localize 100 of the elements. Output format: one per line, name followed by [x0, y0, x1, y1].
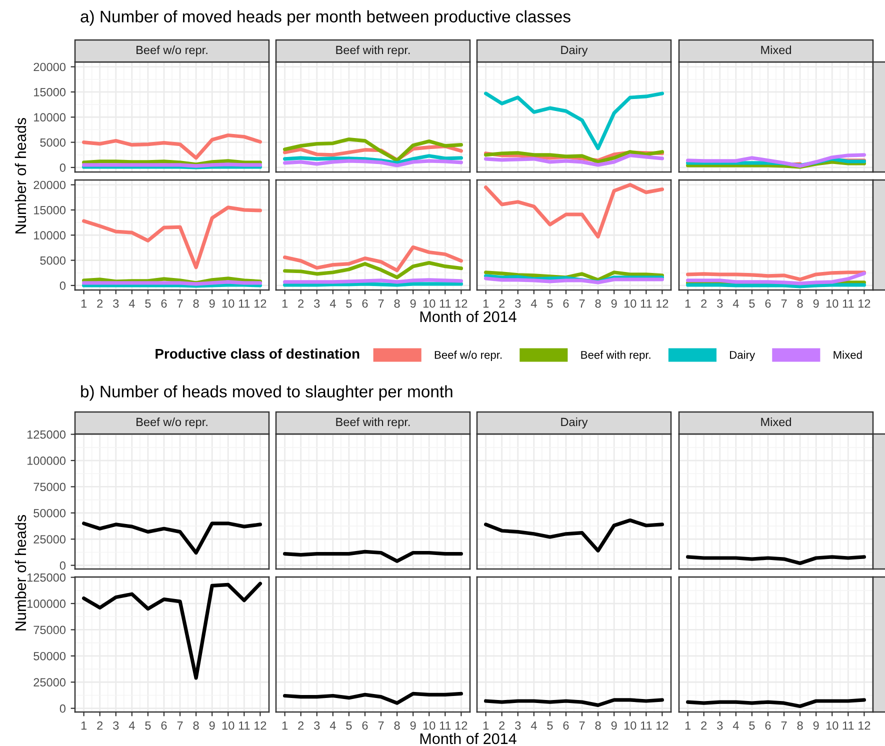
x-tick-label: 5	[749, 721, 755, 730]
x-tick-label: 7	[781, 299, 787, 308]
x-tick-label: 1	[282, 299, 288, 308]
x-tick-label: 10	[423, 299, 436, 308]
y-tick-label: 25000	[34, 535, 66, 544]
x-tick-label: 10	[624, 721, 636, 730]
x-tick-label: 1	[81, 721, 87, 730]
x-tick-label: 6	[362, 721, 368, 730]
x-tick-label: 8	[595, 299, 601, 308]
x-tick-label: 4	[330, 299, 336, 308]
chart-title: Mixed	[761, 417, 791, 426]
chart-title: Beef w/o repr.	[136, 417, 208, 429]
x-tick-label: 3	[314, 299, 320, 308]
line-series	[82, 522, 262, 555]
x-axis-title: Month of 2014	[420, 310, 516, 322]
y-tick-label: 0	[60, 704, 66, 713]
y-tick-label: 10000	[34, 113, 66, 122]
legend-label: Beef with repr.	[581, 350, 650, 362]
x-tick-label: 12	[456, 721, 468, 730]
chart-title: Mixed	[761, 46, 791, 54]
chart-title: Beef with repr.	[336, 417, 410, 429]
x-tick-label: 5	[547, 299, 553, 308]
x-tick-label: 12	[656, 299, 668, 308]
x-tick-label: 2	[298, 721, 304, 730]
y-tick-label: 15000	[34, 88, 66, 96]
x-tick-label: 9	[813, 299, 819, 308]
x-tick-label: 1	[483, 299, 489, 308]
x-tick-label: 10	[222, 299, 234, 308]
legend-title: Productive class of destination	[156, 348, 360, 359]
x-tick-label: 7	[177, 721, 183, 730]
x-tick-label: 1	[81, 299, 87, 308]
x-tick-label: 6	[563, 721, 569, 730]
y-axis-title: Number of heads	[14, 118, 26, 234]
x-tick-label: 12	[456, 299, 468, 308]
x-tick-label: 4	[330, 721, 336, 730]
line-series	[82, 582, 262, 680]
x-tick-label: 8	[193, 721, 199, 730]
x-tick-label: 11	[440, 299, 451, 308]
legend-label: Dairy	[730, 350, 756, 362]
x-tick-label: 4	[732, 721, 739, 730]
y-tick-label: 0	[60, 282, 66, 290]
x-tick-label: 3	[113, 299, 119, 308]
y-tick-label: 100000	[27, 456, 66, 465]
y-tick-label: 75000	[34, 626, 66, 634]
x-tick-label: 8	[797, 299, 803, 308]
x-tick-label: 8	[394, 299, 400, 308]
x-axis-title: Month of 2014	[420, 732, 516, 744]
x-tick-label: 2	[97, 299, 103, 308]
y-tick-label: 5000	[40, 138, 66, 147]
chart-title: Dairy	[561, 46, 588, 57]
x-tick-label: 9	[611, 299, 617, 308]
line-series	[82, 133, 262, 160]
x-tick-label: 3	[717, 721, 723, 730]
x-tick-label: 2	[499, 299, 505, 308]
y-tick-label: 5000	[40, 256, 66, 265]
x-tick-label: 5	[145, 721, 151, 730]
x-tick-label: 2	[701, 721, 707, 730]
x-tick-label: 9	[209, 299, 215, 308]
x-tick-label: 10	[222, 721, 234, 730]
x-tick-label: 11	[238, 721, 250, 730]
y-tick-label: 125000	[27, 573, 66, 582]
y-tick-label: 75000	[34, 482, 66, 492]
x-tick-label: 11	[238, 299, 250, 308]
x-tick-label: 3	[314, 721, 320, 730]
x-tick-label: 2	[97, 721, 103, 730]
y-tick-label: 0	[60, 164, 66, 172]
y-tick-label: 50000	[34, 652, 66, 660]
y-tick-label: 10000	[34, 231, 66, 240]
y-tick-label: 125000	[27, 430, 66, 439]
x-tick-label: 9	[410, 721, 416, 730]
legend-label: Beef w/o repr.	[434, 350, 502, 362]
x-tick-label: 1	[282, 721, 288, 730]
y-tick-label: 20000	[34, 180, 66, 190]
x-tick-label: 6	[362, 299, 368, 308]
x-tick-label: 7	[781, 721, 787, 730]
x-tick-label: 6	[563, 299, 569, 308]
legend-label: Mixed	[834, 350, 862, 359]
x-tick-label: 8	[595, 721, 601, 730]
x-tick-label: 2	[701, 299, 707, 308]
x-tick-label: 6	[161, 299, 167, 308]
x-tick-label: 4	[128, 721, 135, 730]
y-tick-label: 100000	[27, 600, 66, 608]
x-tick-label: 7	[579, 299, 585, 308]
x-tick-label: 4	[530, 299, 537, 308]
x-tick-label: 7	[378, 299, 384, 308]
y-tick-label: 50000	[34, 508, 66, 518]
text: b) Number of heads moved to slaughter per month	[81, 385, 452, 401]
x-tick-label: 10	[624, 299, 636, 308]
x-tick-label: 10	[826, 299, 838, 308]
line-series	[82, 206, 262, 270]
x-tick-label: 9	[410, 299, 416, 308]
x-tick-label: 5	[749, 299, 755, 308]
x-tick-label: 3	[717, 299, 723, 308]
x-tick-label: 5	[547, 721, 553, 730]
x-tick-label: 7	[579, 721, 585, 730]
x-tick-label: 5	[346, 299, 352, 308]
x-tick-label: 12	[858, 721, 870, 730]
y-tick-label: 15000	[34, 206, 66, 214]
x-tick-label: 3	[113, 721, 119, 730]
x-tick-label: 3	[515, 721, 521, 730]
